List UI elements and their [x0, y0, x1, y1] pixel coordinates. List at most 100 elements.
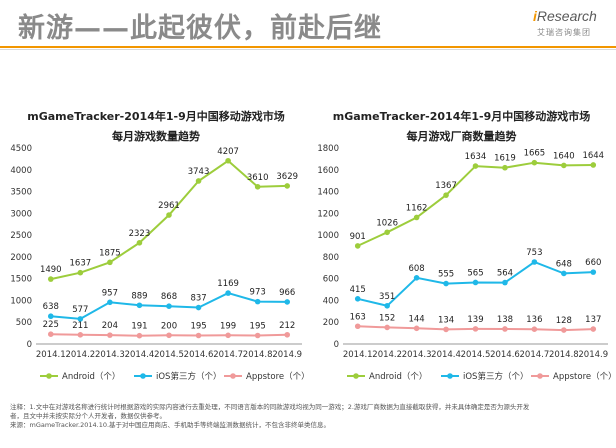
data-label: 137	[585, 315, 601, 325]
data-label: 638	[43, 302, 59, 312]
y-tick-label: 3500	[10, 188, 32, 198]
data-point	[413, 274, 420, 281]
legend-marker	[537, 373, 543, 379]
data-label: 211	[72, 321, 88, 331]
footnotes: 注释：1.文中在对游戏名称进行统计时根据游戏的实际内容进行去重处理，不同语言版本…	[10, 403, 610, 430]
data-label: 565	[467, 268, 483, 278]
y-tick-label: 1000	[317, 231, 339, 241]
data-point	[225, 332, 231, 339]
legend-label: Appstore（个）	[246, 371, 306, 382]
data-point	[254, 183, 261, 190]
data-label: 3743	[188, 167, 210, 177]
data-point	[166, 212, 172, 218]
data-label: 163	[350, 312, 366, 322]
data-point	[195, 304, 202, 311]
footnote-line: 来源：mGameTracker.2014.10.基于对中国应用商店、手机助手等终…	[10, 421, 331, 429]
data-label: 1367	[435, 181, 457, 191]
legend-marker	[140, 373, 146, 379]
data-point	[561, 327, 567, 333]
data-point	[77, 316, 84, 322]
y-tick-label: 2500	[10, 231, 32, 241]
data-point	[107, 332, 113, 338]
x-tick-label: 2014.6	[490, 350, 520, 360]
data-label: 1634	[465, 152, 487, 162]
header-divider-gray	[0, 49, 616, 50]
data-point	[354, 323, 361, 330]
data-point	[561, 162, 567, 169]
x-tick-label: 2014.8	[243, 350, 273, 360]
y-tick-label: 2000	[10, 253, 32, 263]
legend-label: Android（个）	[369, 371, 427, 382]
chart-title: mGameTracker-2014年1-9月中国移动游戏市场	[332, 110, 591, 123]
data-point	[443, 280, 449, 287]
data-point	[225, 290, 231, 296]
y-tick-label: 1000	[10, 296, 32, 306]
y-tick-label: 0	[27, 340, 32, 350]
data-label: 195	[250, 322, 266, 332]
x-tick-label: 2014.3	[402, 350, 432, 360]
data-label: 648	[556, 259, 572, 269]
y-tick-label: 800	[323, 253, 339, 263]
data-point	[472, 279, 479, 286]
data-point	[136, 332, 143, 339]
x-tick-label: 2014.5	[154, 350, 184, 360]
data-label: 868	[161, 292, 177, 302]
x-tick-label: 2014.3	[95, 350, 125, 360]
data-label: 4207	[217, 147, 239, 157]
logo-subtitle: 艾瑞咨询集团	[537, 28, 591, 37]
series-line	[357, 161, 594, 247]
y-tick-label: 1400	[317, 188, 339, 198]
data-label: 199	[220, 321, 236, 331]
header-divider	[0, 46, 616, 48]
data-label: 204	[102, 321, 118, 331]
x-tick-label: 2014.8	[549, 350, 579, 360]
footnote-line: 注释：1.文中在对游戏名称进行统计时根据游戏的实际内容进行去重处理，不同语言版本…	[10, 403, 530, 411]
data-label: 144	[408, 314, 424, 324]
x-tick-label: 2014.7	[520, 350, 550, 360]
data-point	[77, 332, 84, 338]
data-point	[225, 157, 231, 164]
data-label: 837	[190, 294, 206, 304]
data-point	[384, 302, 390, 309]
data-label: 195	[190, 322, 206, 332]
data-point	[531, 159, 538, 166]
slide-title: 新游——此起彼伏，前赴后继	[18, 13, 382, 44]
y-tick-label: 200	[323, 318, 339, 328]
data-point	[561, 270, 567, 277]
legend-label: iOS第三方（个）	[156, 371, 221, 382]
data-point	[354, 243, 361, 249]
data-point	[195, 178, 202, 184]
x-tick-label: 2014.2	[372, 350, 402, 360]
data-label: 1169	[217, 279, 239, 289]
data-point	[472, 326, 479, 332]
data-point	[107, 259, 113, 266]
data-point	[443, 192, 449, 198]
data-point	[502, 326, 508, 332]
data-label: 901	[350, 232, 366, 242]
iresearch-logo: iResearch 艾瑞咨询集团	[533, 8, 613, 42]
data-label: 1162	[406, 203, 428, 213]
data-label: 200	[161, 321, 177, 331]
logo-wordmark: iResearch	[533, 8, 597, 24]
data-point	[136, 240, 143, 246]
chart-subtitle: 每月游戏数量趋势	[112, 130, 200, 143]
legend-label: iOS第三方（个）	[463, 371, 528, 382]
x-tick-label: 2014.9	[578, 350, 608, 360]
y-tick-label: 3000	[10, 209, 32, 219]
data-label: 973	[250, 288, 266, 298]
data-label: 889	[131, 291, 147, 301]
y-tick-label: 4500	[10, 144, 32, 154]
data-point	[354, 296, 361, 302]
data-label: 3629	[276, 172, 298, 182]
y-tick-label: 1500	[10, 275, 32, 285]
data-point	[502, 279, 508, 286]
vendors-count-chart: mGameTracker-2014年1-9月中国移动游戏市场 每月游戏厂商数量趋…	[310, 108, 613, 398]
legend-marker	[230, 373, 236, 379]
data-label: 2323	[129, 229, 151, 239]
data-point	[384, 229, 390, 236]
data-label: 134	[438, 315, 454, 325]
data-label: 753	[526, 248, 542, 258]
data-label: 1026	[376, 218, 398, 228]
data-point	[77, 269, 84, 276]
data-label: 139	[467, 315, 483, 325]
